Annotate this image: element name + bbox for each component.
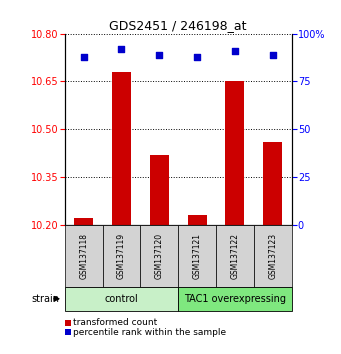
Bar xyxy=(225,81,244,225)
Text: GSM137118: GSM137118 xyxy=(79,233,88,279)
Point xyxy=(119,46,124,52)
Text: GSM137119: GSM137119 xyxy=(117,233,126,279)
Text: transformed count: transformed count xyxy=(73,318,157,327)
Bar xyxy=(112,72,131,225)
Text: strain: strain xyxy=(32,294,60,304)
Text: control: control xyxy=(105,294,138,304)
Text: TAC1 overexpressing: TAC1 overexpressing xyxy=(184,294,286,304)
Title: GDS2451 / 246198_at: GDS2451 / 246198_at xyxy=(109,19,247,33)
Point xyxy=(81,54,86,59)
Bar xyxy=(74,218,93,225)
Bar xyxy=(150,155,169,225)
Point xyxy=(194,54,200,59)
Bar xyxy=(188,215,207,225)
Text: GSM137120: GSM137120 xyxy=(155,233,164,279)
Text: GSM137121: GSM137121 xyxy=(193,233,202,279)
Point xyxy=(157,52,162,57)
Text: percentile rank within the sample: percentile rank within the sample xyxy=(73,327,226,337)
Point xyxy=(270,52,276,57)
Point xyxy=(232,48,238,54)
Text: GSM137122: GSM137122 xyxy=(231,233,239,279)
Bar xyxy=(263,142,282,225)
Text: GSM137123: GSM137123 xyxy=(268,233,277,279)
